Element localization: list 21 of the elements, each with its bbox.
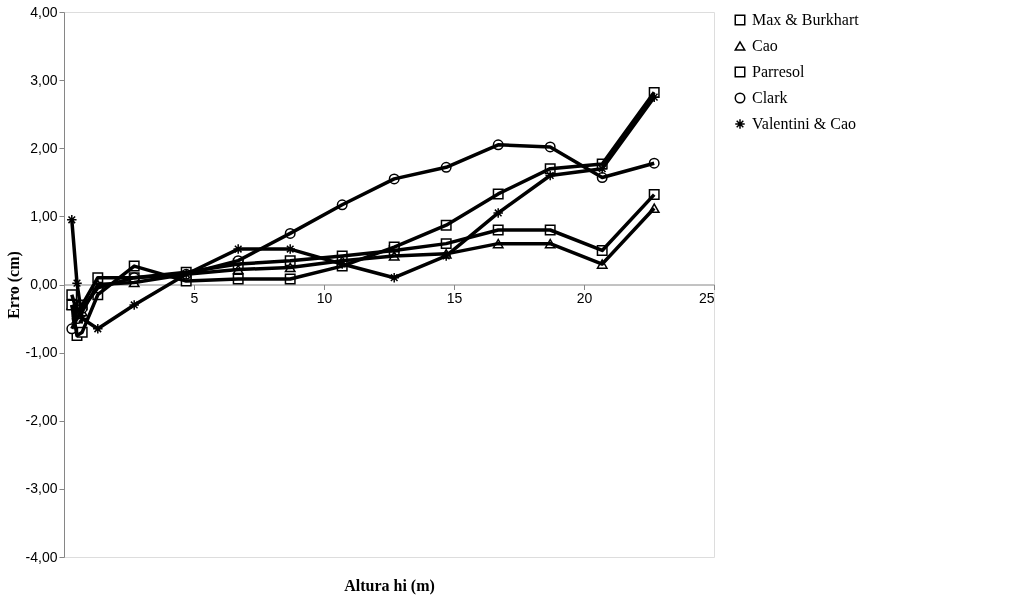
- y-tick-label: -4,00: [25, 548, 58, 565]
- y-tick-label: 2,00: [30, 139, 58, 156]
- x-tick-label: 10: [316, 290, 333, 306]
- legend-label: Cao: [752, 37, 778, 54]
- y-tick-label: 3,00: [30, 71, 58, 88]
- legend-label: Parresol: [752, 63, 805, 80]
- y-tick-label: 4,00: [30, 3, 58, 20]
- y-tick-label: -3,00: [25, 480, 58, 497]
- y-tick-label: -2,00: [25, 412, 58, 429]
- legend-label: Max & Burkhart: [752, 11, 860, 28]
- x-tick-label: 5: [190, 290, 199, 306]
- y-tick-label: 1,00: [30, 207, 58, 224]
- x-tick-label: 25: [698, 290, 715, 306]
- x-tick-label: 20: [576, 290, 593, 306]
- x-tick-label: 15: [446, 290, 463, 306]
- y-tick-label: 0,00: [30, 276, 58, 292]
- legend-label: Valentini & Cao: [752, 115, 856, 132]
- x-axis-title: Altura hi (m): [344, 576, 435, 595]
- y-axis-title: Erro (cm): [4, 251, 23, 319]
- legend-label: Clark: [752, 89, 788, 106]
- y-tick-label: -1,00: [25, 344, 58, 361]
